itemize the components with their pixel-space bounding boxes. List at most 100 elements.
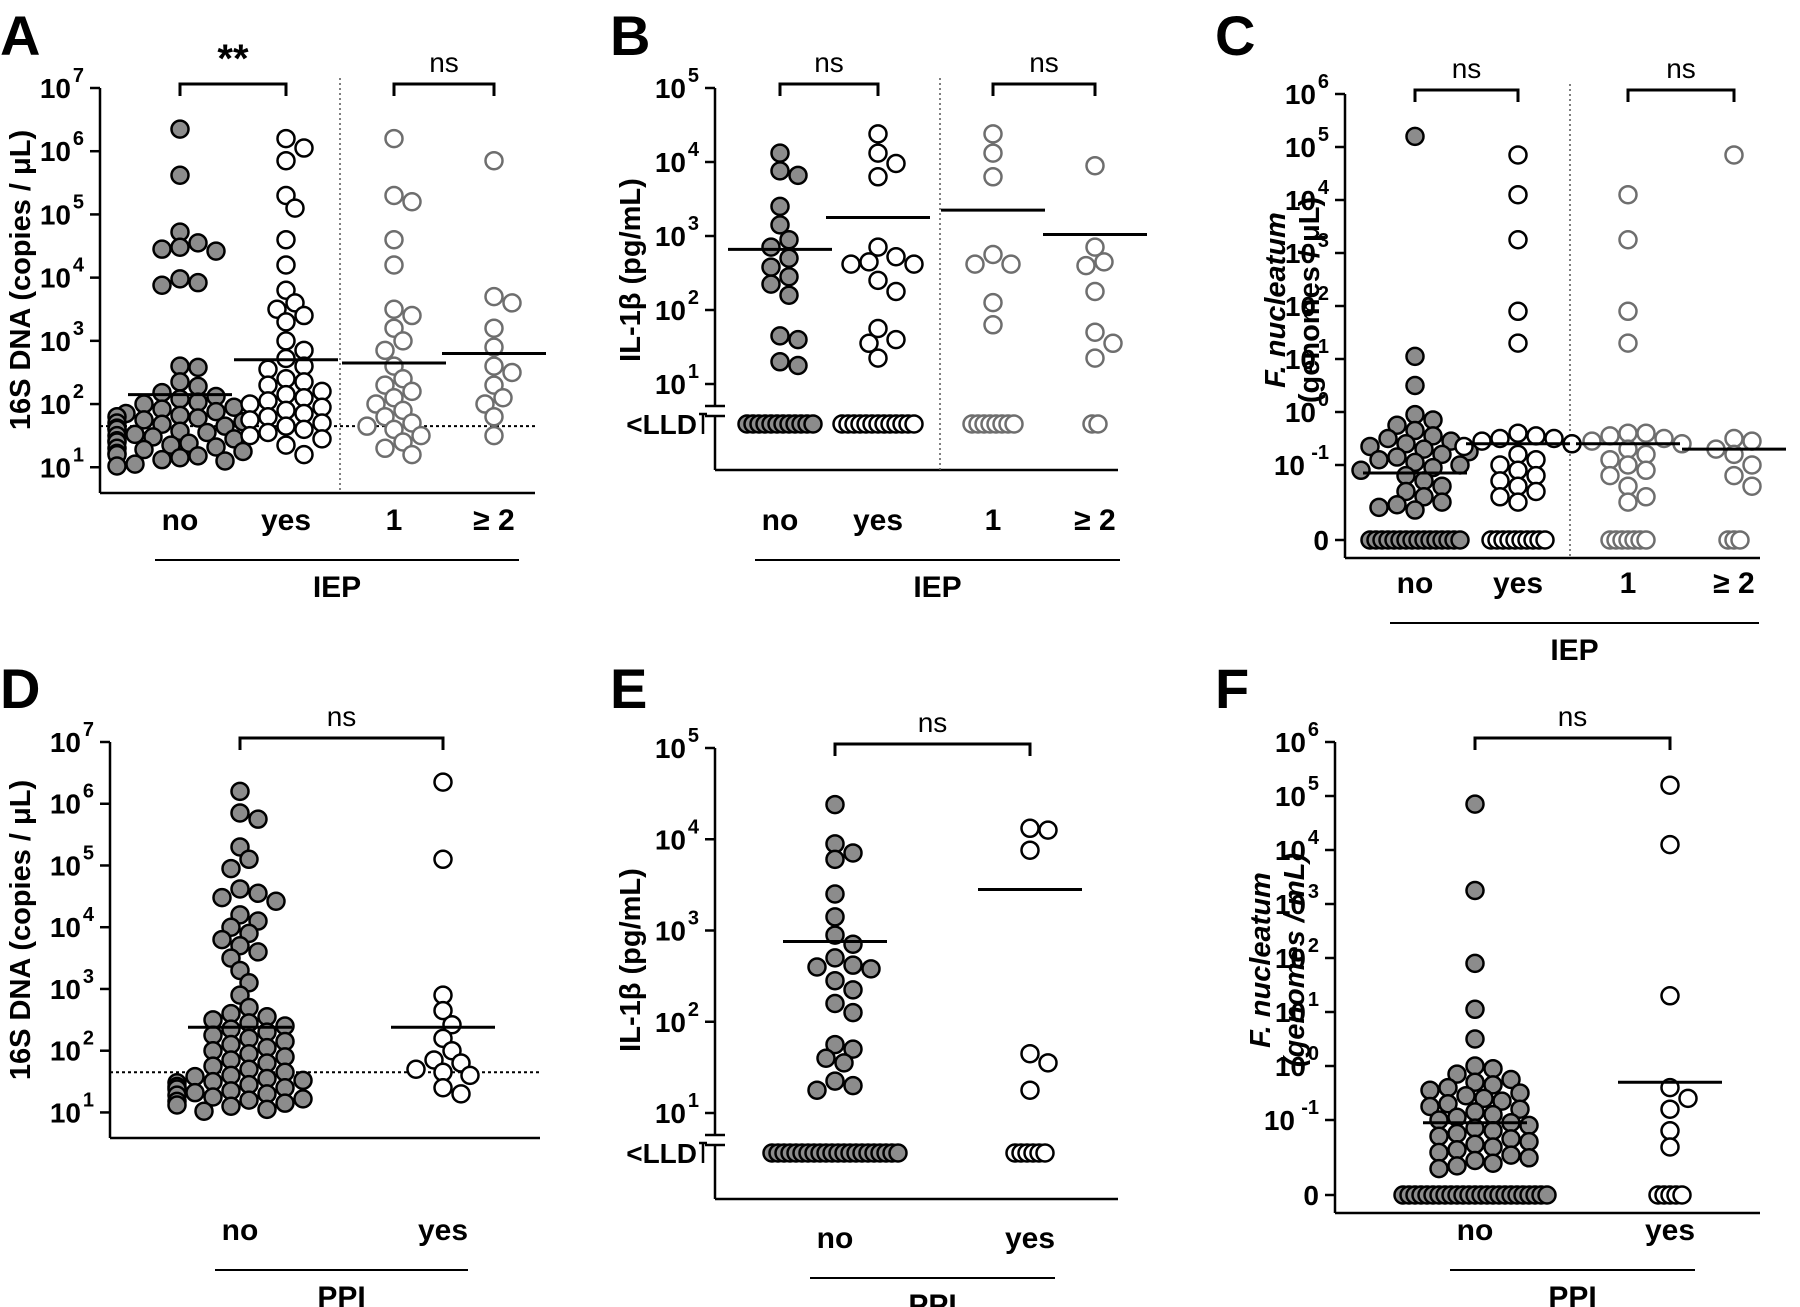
data-point	[1001, 254, 1021, 274]
data-point	[825, 993, 845, 1014]
data-point	[134, 410, 154, 430]
data-point	[312, 429, 332, 449]
y-axis-label: 16S DNA (copies / μL)	[5, 130, 37, 430]
y-tick-label: 210	[1275, 935, 1319, 974]
data-point	[1405, 126, 1425, 147]
data-point	[266, 891, 286, 912]
x-tick-label: yes	[1005, 1222, 1055, 1255]
data-point	[1483, 1121, 1503, 1141]
data-point	[983, 124, 1003, 144]
significance-label: ns	[429, 47, 459, 78]
data-point	[1501, 1069, 1521, 1090]
y-tick-label: 110	[50, 1089, 94, 1128]
data-point	[221, 858, 241, 879]
data-point	[1618, 230, 1638, 250]
data-point	[1526, 465, 1546, 486]
data-point	[276, 369, 296, 389]
y-tick-exponent: 6	[83, 781, 94, 803]
y-tick-exponent: 1	[73, 444, 84, 466]
data-point	[1508, 145, 1528, 165]
data-point	[825, 1034, 845, 1055]
data-point	[258, 391, 278, 411]
y-tick-exponent: 3	[688, 908, 699, 930]
data-point	[170, 405, 190, 426]
data-point	[761, 257, 781, 277]
data-point	[770, 143, 790, 163]
data-point	[1020, 840, 1040, 860]
data-point	[1405, 375, 1425, 396]
data-point	[152, 275, 172, 295]
y-tick-base: 10	[655, 733, 686, 764]
data-point	[1076, 255, 1096, 276]
lld-bracket	[699, 412, 707, 434]
y-tick-base: 10	[40, 326, 71, 357]
significance-bracket	[392, 82, 496, 96]
data-point	[1465, 880, 1485, 901]
data-point	[134, 394, 154, 414]
data-point	[868, 143, 888, 163]
y-tick-base: 10	[655, 221, 686, 252]
data-point	[1618, 492, 1638, 512]
data-point	[1465, 1029, 1485, 1049]
y-tick-exponent: 1	[1318, 336, 1329, 358]
data-point	[1510, 1083, 1530, 1103]
data-point-baseline	[1730, 530, 1750, 550]
y-tick-base: 10	[1285, 397, 1316, 428]
y-tick-exponent: 1	[1308, 989, 1319, 1011]
data-point	[1414, 439, 1434, 459]
data-point	[1618, 184, 1638, 205]
data-point	[1508, 476, 1528, 496]
y-tick-exponent: 3	[83, 966, 94, 988]
data-point	[1618, 476, 1638, 496]
data-point	[294, 305, 314, 326]
y-axis-label-text: IL-1β (pg/mL)	[615, 868, 647, 1052]
y-tick-base: 10	[655, 295, 686, 326]
data-point	[384, 185, 404, 206]
significance-bracket	[833, 742, 1032, 756]
data-point	[206, 401, 226, 422]
y-axis-label-line2: (genomes / μL)	[1294, 197, 1326, 403]
data-point	[170, 165, 190, 185]
data-point	[1447, 1156, 1467, 1176]
y-tick-exponent: 3	[688, 213, 699, 235]
significance-bracket	[778, 82, 880, 96]
data-point	[1438, 1077, 1458, 1098]
y-tick-label: 510	[40, 191, 84, 230]
data-point	[1724, 145, 1744, 165]
y-tick-base: 10	[1275, 943, 1306, 974]
x-tick-label: 1	[1620, 567, 1637, 600]
data-point	[1465, 1056, 1485, 1076]
data-point	[886, 281, 906, 302]
y-tick-base: 10	[1285, 132, 1316, 163]
y-axis-label-text: IL-1β (pg/mL)	[615, 178, 647, 362]
data-point	[275, 1093, 295, 1113]
y-tick-label: 0	[1313, 525, 1329, 556]
data-point	[1405, 346, 1425, 367]
data-point	[484, 337, 504, 357]
data-point	[484, 150, 504, 171]
y-tick-exponent: -1	[1311, 442, 1329, 464]
y-tick-base: 10	[1275, 781, 1306, 812]
panel-letter: B	[610, 4, 650, 67]
data-point	[825, 1071, 845, 1091]
data-point	[170, 356, 190, 376]
lld-label: <LLD	[626, 409, 697, 440]
data-point-baseline	[904, 414, 924, 434]
y-tick-base: 10	[1275, 997, 1306, 1028]
y-tick-base: 10	[655, 1098, 686, 1129]
data-point	[152, 239, 172, 259]
y-tick-base: 10	[50, 727, 81, 758]
data-point-baseline	[1672, 1185, 1692, 1205]
y-tick-exponent: 5	[83, 842, 94, 864]
y-axis-label-line2: (genomes / mL)	[1279, 853, 1311, 1067]
data-point	[1405, 500, 1425, 520]
data-point	[248, 942, 268, 962]
data-point	[1483, 1153, 1503, 1173]
data-point	[1526, 449, 1546, 470]
data-point	[257, 1099, 277, 1120]
data-point	[170, 448, 190, 468]
data-point	[248, 883, 268, 904]
group-label: IEP	[913, 571, 961, 604]
